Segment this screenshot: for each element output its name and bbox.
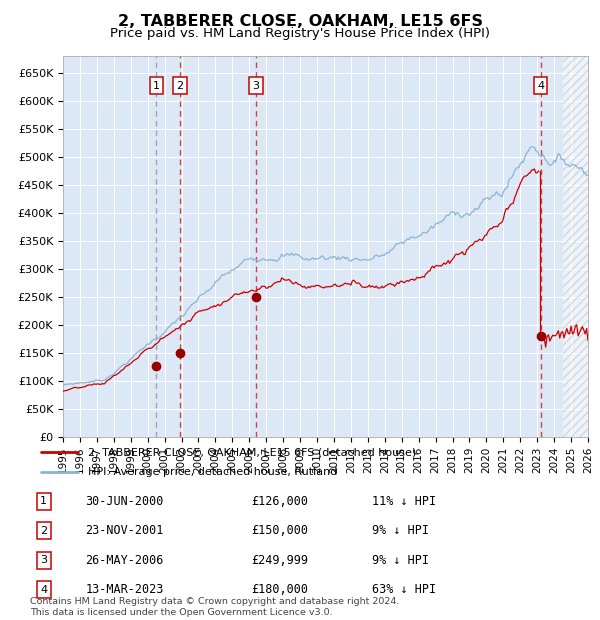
Text: 4: 4 [537, 81, 544, 91]
Text: 26-MAY-2006: 26-MAY-2006 [85, 554, 164, 567]
Text: 2: 2 [40, 526, 47, 536]
Text: 2: 2 [176, 81, 184, 91]
Text: Contains HM Land Registry data © Crown copyright and database right 2024.
This d: Contains HM Land Registry data © Crown c… [30, 598, 400, 617]
Text: 1: 1 [152, 81, 160, 91]
Text: 9% ↓ HPI: 9% ↓ HPI [372, 525, 429, 538]
Text: 13-MAR-2023: 13-MAR-2023 [85, 583, 164, 596]
Text: 2, TABBERER CLOSE, OAKHAM, LE15 6FS: 2, TABBERER CLOSE, OAKHAM, LE15 6FS [118, 14, 482, 29]
Text: 30-JUN-2000: 30-JUN-2000 [85, 495, 164, 508]
Text: £150,000: £150,000 [251, 525, 308, 538]
Text: 3: 3 [253, 81, 260, 91]
Text: Price paid vs. HM Land Registry's House Price Index (HPI): Price paid vs. HM Land Registry's House … [110, 27, 490, 40]
Bar [563, 56, 588, 437]
Text: 3: 3 [40, 556, 47, 565]
Text: £180,000: £180,000 [251, 583, 308, 596]
Text: 63% ↓ HPI: 63% ↓ HPI [372, 583, 436, 596]
Text: £126,000: £126,000 [251, 495, 308, 508]
Text: 4: 4 [40, 585, 47, 595]
Text: 1: 1 [40, 497, 47, 507]
Text: 2, TABBERER CLOSE, OAKHAM, LE15 6FS (detached house): 2, TABBERER CLOSE, OAKHAM, LE15 6FS (det… [88, 447, 416, 457]
Text: 23-NOV-2001: 23-NOV-2001 [85, 525, 164, 538]
Bar [563, 56, 588, 437]
Text: HPI: Average price, detached house, Rutland: HPI: Average price, detached house, Rutl… [88, 467, 337, 477]
Text: 9% ↓ HPI: 9% ↓ HPI [372, 554, 429, 567]
Text: £249,999: £249,999 [251, 554, 308, 567]
Text: 11% ↓ HPI: 11% ↓ HPI [372, 495, 436, 508]
